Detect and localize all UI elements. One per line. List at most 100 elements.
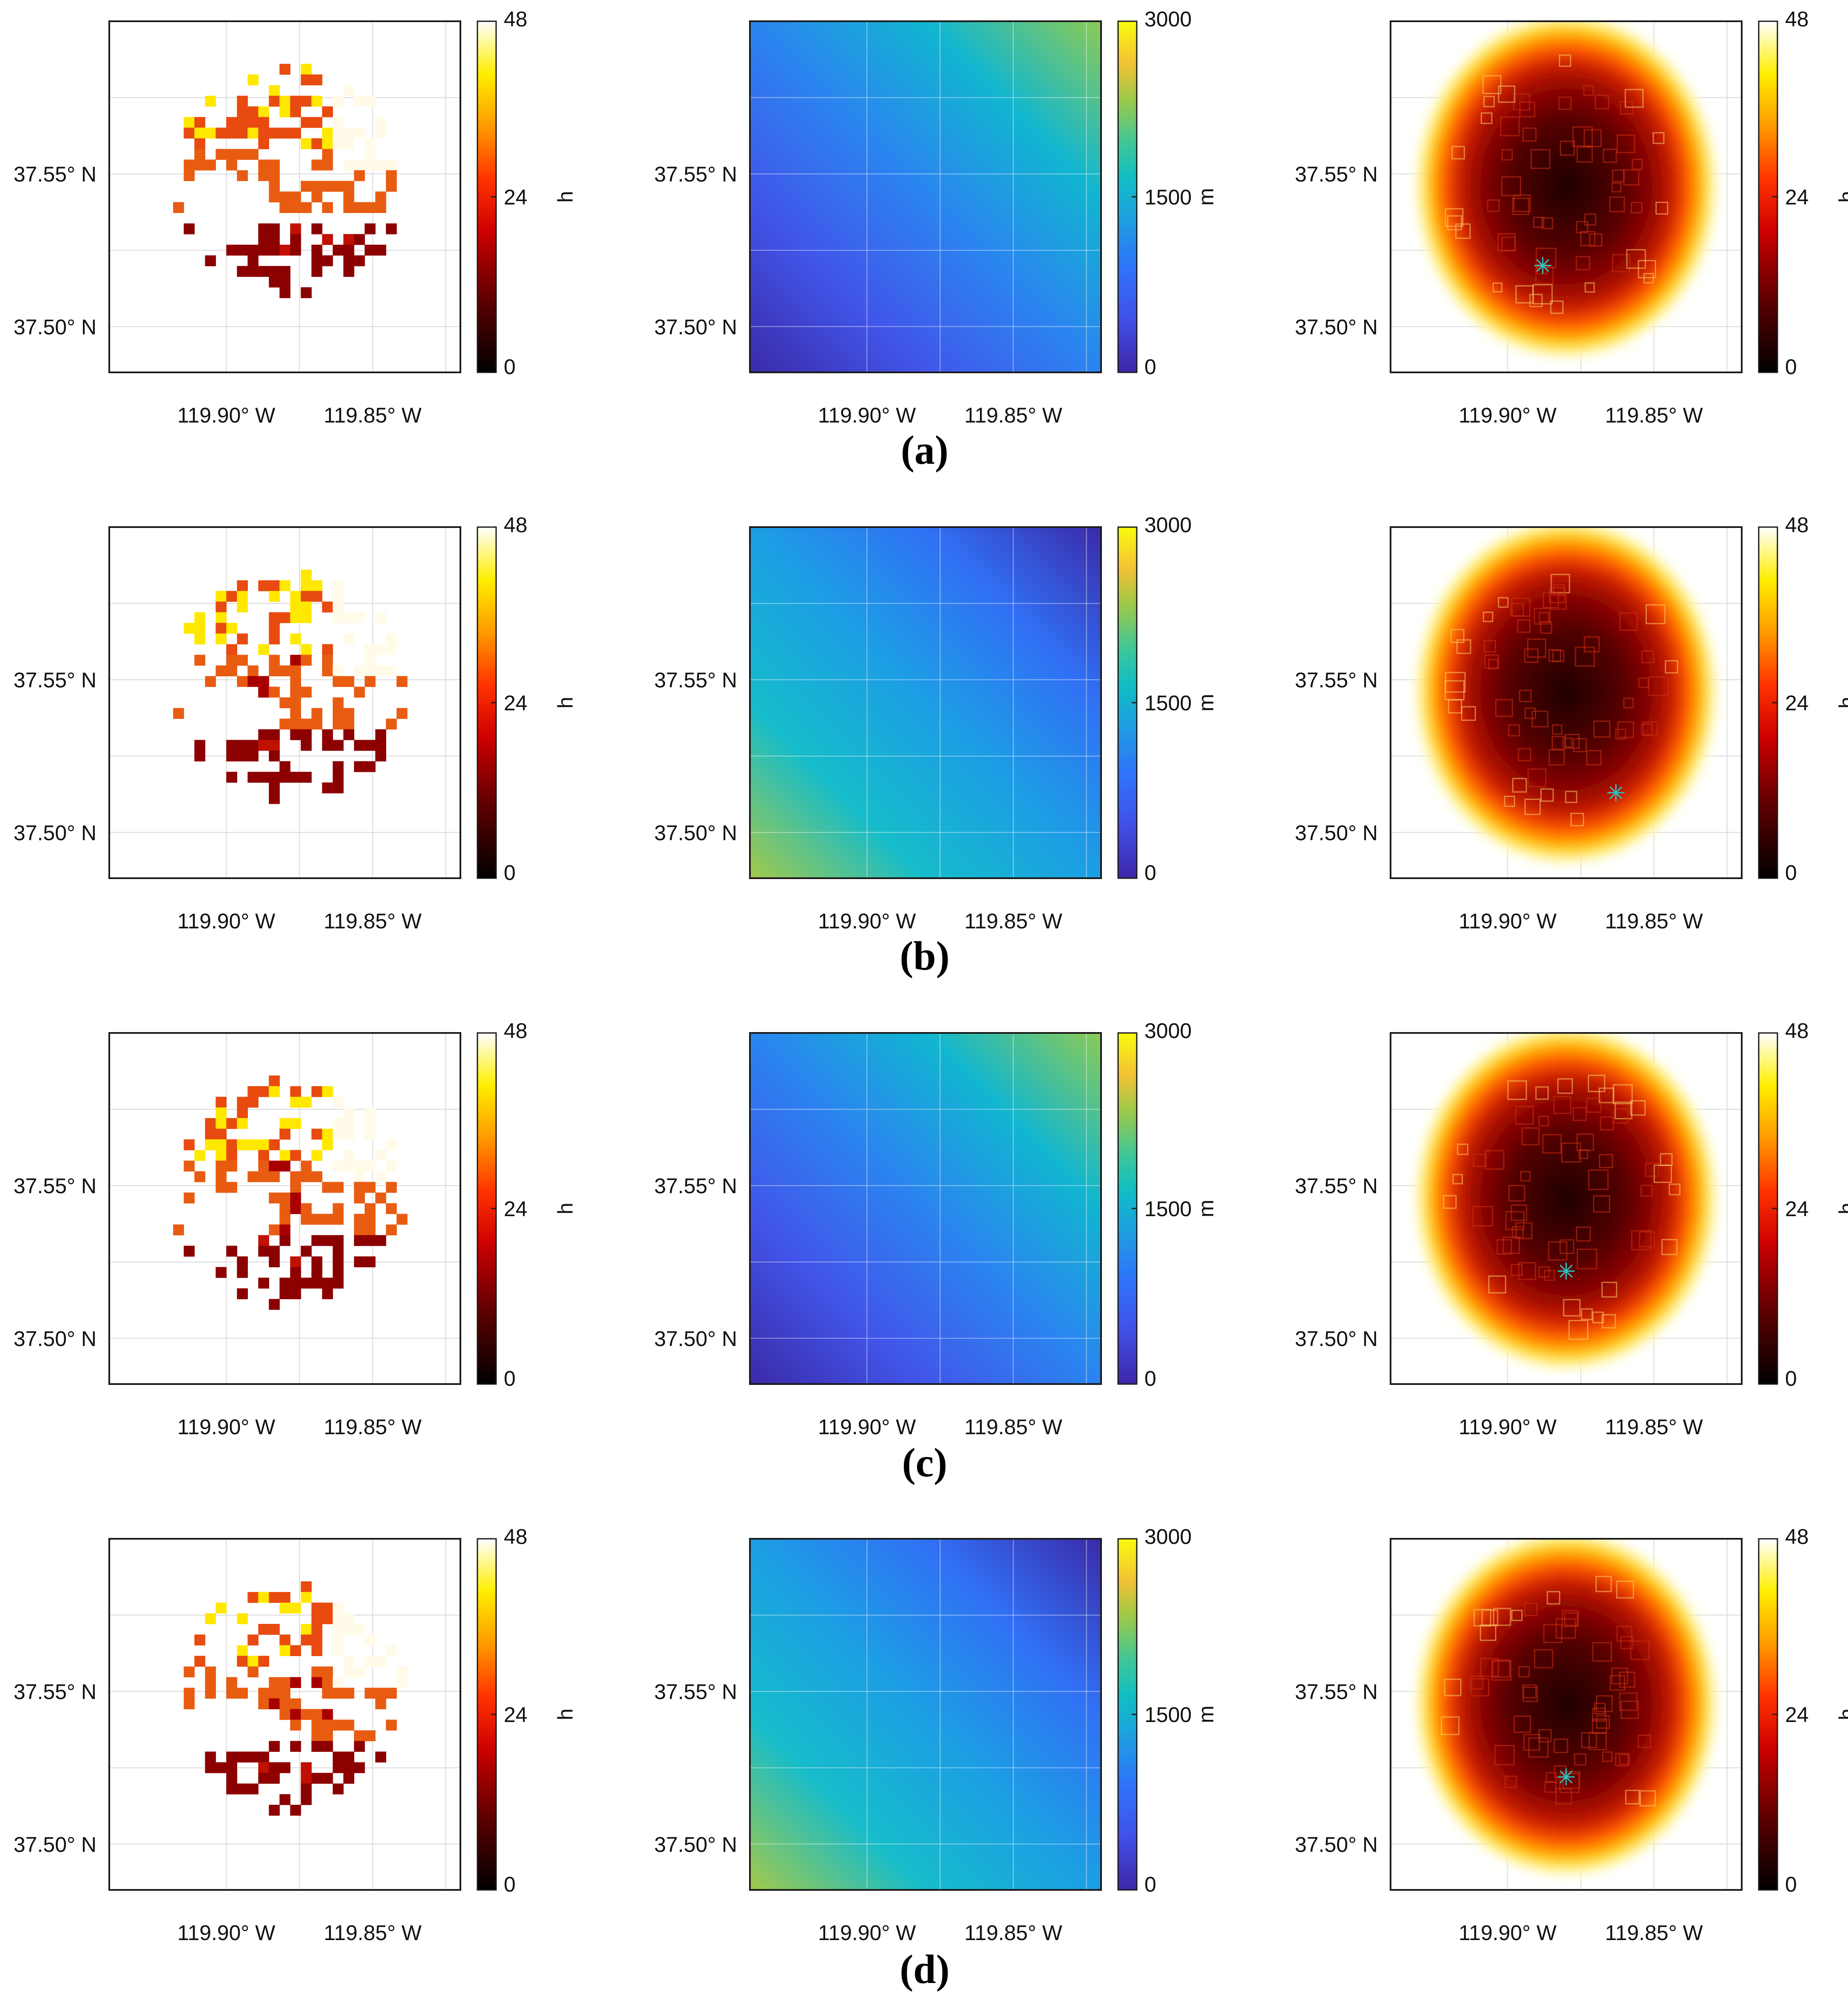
arrival-time-texture	[1451, 146, 1465, 160]
observed-cell	[322, 1277, 333, 1289]
observed-cell	[279, 1118, 291, 1129]
observed-cell	[364, 223, 376, 235]
observed-cell	[364, 244, 376, 256]
observed-cell	[311, 1666, 323, 1677]
observed-cell	[375, 159, 386, 171]
observed-cell	[364, 655, 376, 666]
x-tick-label: 119.90° W	[177, 1921, 275, 1945]
observed-cell	[386, 223, 397, 235]
observed-cell	[205, 255, 216, 267]
observed-cell	[343, 244, 355, 256]
observed-cell	[279, 1203, 291, 1214]
observed-cell	[258, 1160, 270, 1172]
observed-cell	[279, 1688, 291, 1699]
observed-cell	[279, 1677, 291, 1688]
observed-cell	[205, 1613, 216, 1624]
observed-cell	[322, 644, 333, 655]
ignition-point-marker	[1607, 784, 1625, 801]
observed-cell	[247, 676, 259, 687]
observed-cell	[184, 159, 195, 171]
observed-cell	[269, 191, 280, 203]
observed-cell	[311, 1256, 323, 1268]
arrival-time-texture	[1483, 96, 1495, 108]
arrival-time-texture	[1611, 182, 1622, 193]
observed-cell	[332, 740, 344, 751]
observed-cell	[226, 644, 237, 655]
observed-cell	[311, 1129, 323, 1140]
observed-cell	[258, 170, 270, 182]
arrival-time-texture	[1548, 1241, 1567, 1261]
arrival-time-texture	[1623, 169, 1640, 186]
observed-cell	[216, 601, 227, 613]
observed-cell	[290, 601, 301, 613]
observed-cell	[332, 138, 344, 149]
observed-cell	[301, 570, 312, 581]
caption-a: (a)	[901, 427, 948, 473]
observed-cell	[322, 1214, 333, 1225]
x-tick-label: 119.90° W	[177, 909, 275, 933]
observed-cell	[301, 1709, 312, 1720]
observed-cell	[290, 612, 301, 623]
x-tick-label: 119.85° W	[324, 1415, 422, 1439]
observed-cell	[322, 729, 333, 740]
observed-cell	[343, 1688, 355, 1699]
arrival-time-texture	[1485, 1150, 1505, 1170]
observed-cell	[354, 1762, 365, 1773]
observed-cell	[205, 1677, 216, 1688]
arrival-time-texture	[1510, 1204, 1527, 1221]
colorbar-unit-label: m	[1194, 1705, 1218, 1723]
arrival-time-texture	[1517, 619, 1531, 633]
observed-cell	[322, 1288, 333, 1299]
arrival-time-texture	[1530, 149, 1551, 169]
observed-cell	[311, 1267, 323, 1278]
observed-cell	[301, 1634, 312, 1645]
observed-cell	[332, 1097, 344, 1108]
observed-cell	[301, 287, 312, 298]
observed-cell	[237, 750, 248, 762]
observed-cell	[375, 665, 386, 677]
observed-cell	[332, 665, 344, 677]
observed-cell	[364, 202, 376, 213]
observed-cell	[301, 740, 312, 751]
observed-cell	[396, 1666, 408, 1677]
arrival-time-texture	[1612, 254, 1630, 272]
observed-cell	[332, 1182, 344, 1193]
observed-cell	[237, 676, 248, 687]
observed-cell	[237, 266, 248, 277]
observed-cell	[216, 1603, 227, 1614]
observed-cell	[247, 1783, 259, 1795]
observed-cell	[311, 159, 323, 171]
observed-cell	[375, 244, 386, 256]
arrival-time-texture	[1539, 612, 1550, 623]
observed-cell	[279, 612, 291, 623]
observed-cell	[290, 633, 301, 644]
observed-cell	[311, 1773, 323, 1784]
observed-cell	[194, 1150, 205, 1161]
arrival-time-texture	[1511, 1609, 1523, 1621]
x-tick-label: 119.90° W	[818, 1415, 916, 1439]
observed-cell	[258, 1139, 270, 1150]
observed-cell	[322, 128, 333, 139]
observed-cell	[343, 266, 355, 277]
arrival-time-texture	[1592, 1642, 1612, 1662]
observed-cell	[322, 665, 333, 677]
colorbar-unit-label: m	[1194, 694, 1218, 712]
observed-cell	[205, 1666, 216, 1677]
observed-cell	[258, 234, 270, 245]
observed-cell	[258, 740, 270, 751]
colorbar-unit-label: h	[1835, 191, 1848, 203]
observed-cell	[332, 697, 344, 709]
observed-cell	[354, 96, 365, 107]
observed-cell	[247, 117, 259, 128]
arrival-time-texture	[1631, 1230, 1652, 1251]
observed-cell	[375, 1698, 386, 1710]
observed-cell	[311, 1214, 323, 1225]
observed-cell	[226, 1677, 237, 1688]
arrival-time-texture	[1548, 749, 1565, 766]
arrival-time-texture	[1588, 1732, 1607, 1750]
observed-cell	[354, 687, 365, 698]
observed-cell	[226, 1245, 237, 1257]
observed-cell	[237, 1256, 248, 1268]
observed-cell	[279, 580, 291, 591]
